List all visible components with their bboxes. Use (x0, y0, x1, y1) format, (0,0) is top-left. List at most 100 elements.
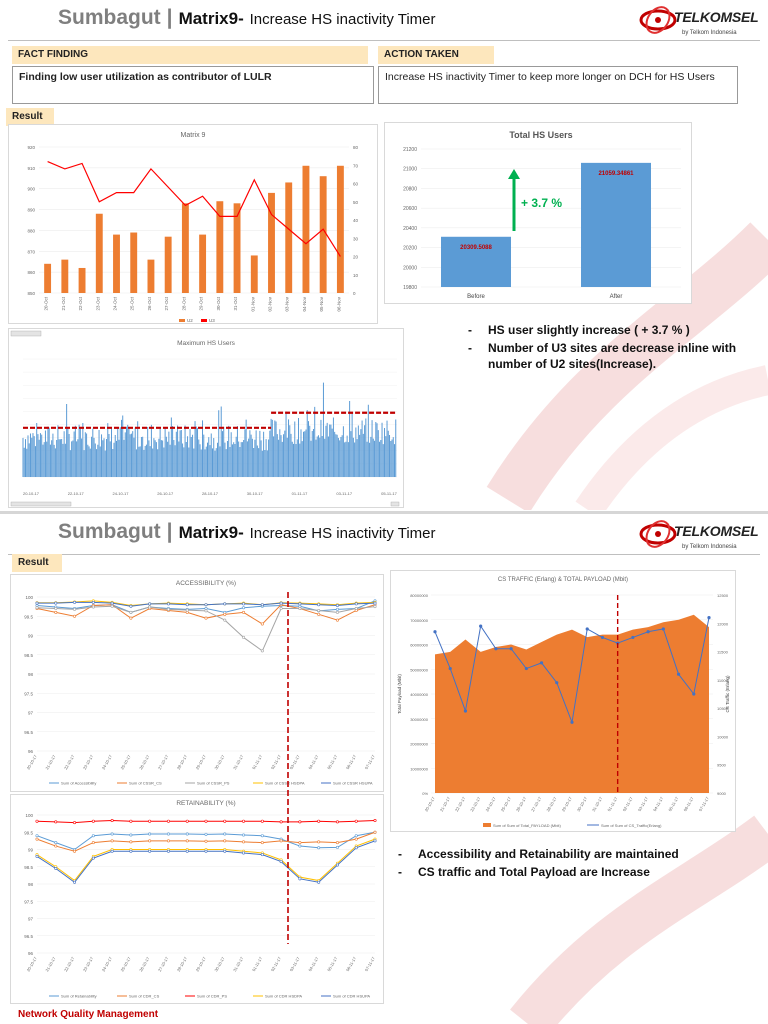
bar-u2 (216, 201, 224, 293)
y-tick-label: 20200 (403, 246, 417, 252)
series-point (317, 880, 321, 884)
y-tick-label: 97 (28, 711, 34, 716)
x-tick-label: 05-Nov (319, 296, 324, 311)
series-point (185, 819, 189, 823)
legend-label: Sum of CSSR HSUPA (333, 781, 373, 786)
series-point (73, 600, 77, 604)
data-label: 20309.5088 (460, 245, 492, 251)
series-point (166, 849, 170, 853)
series-point (35, 606, 39, 610)
cs-traffic-point (433, 630, 437, 634)
series-point (35, 819, 39, 823)
bar-u2 (181, 203, 189, 293)
series-point (204, 839, 208, 843)
cs-traffic-point (524, 666, 528, 671)
x-tick-label: 03-11-17 (336, 491, 352, 496)
x-tick-label: 02-Nov (268, 296, 273, 311)
x-tick-label: 24-Oct (113, 296, 118, 310)
series-point (54, 820, 58, 824)
series-point (110, 839, 114, 843)
y-tick-label: 21000 (403, 167, 417, 173)
matrix9-chart-panel: Matrix 9 920 910 900 890 880 870 860 850 80 70 60 50… (8, 124, 378, 324)
y-tick-label: 96 (28, 749, 34, 754)
bar-u2 (336, 165, 344, 293)
series-point (91, 856, 95, 860)
slide-2: Sumbagut | Matrix9- Increase HS inactivity… (0, 514, 768, 1024)
series-point (279, 601, 283, 605)
x-tick-label: 30-Oct (216, 296, 221, 310)
y2-tick-label: 70 (353, 163, 359, 168)
series-point (148, 839, 152, 843)
background-swirl-decoration (510, 815, 768, 1024)
slide-subtitle: Increase HS inactivity Timer (249, 525, 436, 542)
action-taken-label: ACTION TAKEN (378, 46, 494, 64)
series-point (317, 819, 321, 823)
series-point (298, 602, 302, 606)
series-point (129, 840, 133, 844)
y-tick-label: 920 (27, 145, 35, 150)
y-tick-label: 97 (28, 917, 34, 922)
chart-title: Maximum HS Users (177, 340, 236, 347)
y-tick-label: 97.5 (24, 899, 33, 904)
bar-u2 (302, 165, 310, 293)
brand-name: Sumbagut (58, 6, 161, 29)
bar-u2 (78, 267, 86, 293)
series-point (129, 849, 133, 853)
slide-separator (0, 511, 768, 514)
series-point (166, 607, 170, 611)
series-point (298, 877, 302, 881)
bar-u2 (95, 213, 103, 293)
series-point (260, 603, 264, 607)
slide1-bullets: HS user slightly increase ( + 3.7 % ) Nu… (466, 322, 756, 374)
legend-label: Sum of CDR HSUPA (333, 994, 370, 999)
x-tick-label: 21-Oct (61, 296, 66, 310)
series-point (354, 819, 358, 823)
total-hs-users-chart: Total HS Users 21200 21000 20800 20600 20400 2… (403, 130, 681, 300)
series-point (279, 839, 283, 843)
series-point (91, 600, 95, 604)
series-point (166, 839, 170, 843)
x-tick-label: 31-Oct (233, 296, 238, 310)
legend-label: U2 (187, 318, 193, 323)
legend-label: Sum of CSSR HSDPA (265, 781, 305, 786)
series-point (317, 603, 321, 607)
series-point (148, 832, 152, 836)
series-point (354, 837, 358, 841)
series-point (260, 819, 264, 823)
telkomsel-logo: TELKOMSEL by Telkom Indonesia (638, 4, 760, 46)
y-tick-label: 20000 (403, 265, 417, 271)
x-tick-label: 22-10-17 (68, 491, 85, 496)
y-tick-label: 880 (27, 228, 35, 233)
series-point (91, 834, 95, 838)
series-point (223, 602, 227, 606)
y2-tick-label: 0 (353, 291, 356, 296)
bar-u2 (233, 203, 241, 293)
y2-tick-label: 12500 (717, 593, 729, 598)
bar-u2 (147, 259, 155, 293)
accessibility-chart-panel: ACCESSIBILITY (%) 100 99.5 99 98.5 98 97.5 97 96… (10, 574, 384, 792)
x-tick-label: 20-Oct (44, 296, 49, 310)
header-divider (8, 40, 760, 41)
y2-tick-label: 10500 (717, 706, 729, 711)
series-point (204, 819, 208, 823)
series-point (242, 606, 246, 610)
series-point (223, 832, 227, 836)
series-point (35, 837, 39, 841)
y2-tick-label: 30 (353, 236, 359, 241)
y-tick-label: 98.5 (24, 865, 33, 870)
y2-tick-label: 10 (353, 273, 359, 278)
logo-wordmark: TELKOMSEL (674, 523, 759, 539)
y-tick-label: 70000000 (410, 618, 429, 623)
series-point (73, 880, 77, 884)
cs-traffic-point (509, 647, 513, 651)
x-tick-label: 25-Oct (130, 296, 135, 310)
x-tick-label: 26-Oct (147, 296, 152, 310)
series-point (373, 605, 377, 609)
series-point (260, 853, 264, 857)
y2-tick-label: 9000 (717, 791, 727, 796)
series-point (129, 833, 133, 837)
slide-subtitle: Increase HS inactivity Timer (249, 11, 436, 28)
series-point (373, 830, 377, 834)
line-u3 (47, 161, 341, 257)
y-tick-label: 19800 (403, 285, 417, 291)
